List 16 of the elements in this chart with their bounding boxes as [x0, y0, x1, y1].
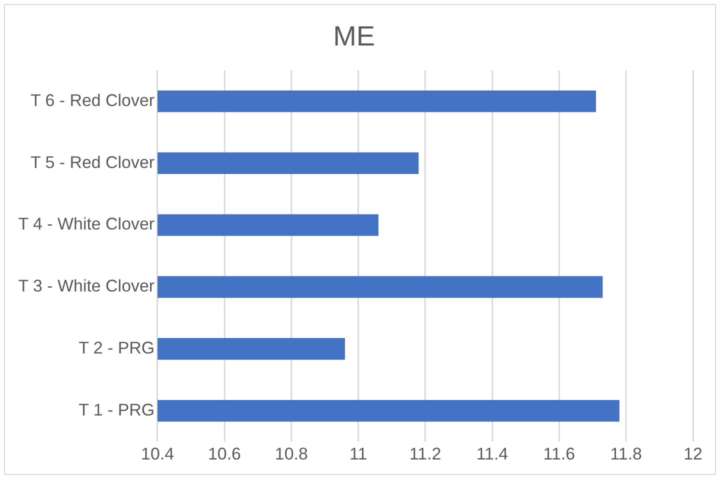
x-tick-label: 11 [350, 444, 368, 464]
y-tick-label: T 5 - Red Clover [30, 152, 155, 172]
x-tick-label: 11.2 [409, 444, 442, 464]
x-tick-label: 10.4 [141, 444, 174, 464]
y-tick-label: T 4 - White Clover [18, 214, 155, 234]
x-tick-label: 12 [684, 444, 702, 464]
y-tick-label: T 1 - PRG [78, 400, 155, 420]
y-tick-label: T 2 - PRG [78, 338, 155, 358]
y-tick-label: T 3 - White Clover [18, 276, 155, 296]
y-tick-label: T 6 - Red Clover [30, 90, 155, 110]
x-tick-label: 10.6 [208, 444, 241, 464]
x-tick-label: 11.4 [476, 444, 508, 464]
x-tick-label: 11.8 [610, 444, 642, 464]
chart-title: ME [333, 20, 375, 52]
x-tick-label: 10.8 [274, 444, 308, 464]
x-tick-label: 11.6 [543, 444, 576, 464]
